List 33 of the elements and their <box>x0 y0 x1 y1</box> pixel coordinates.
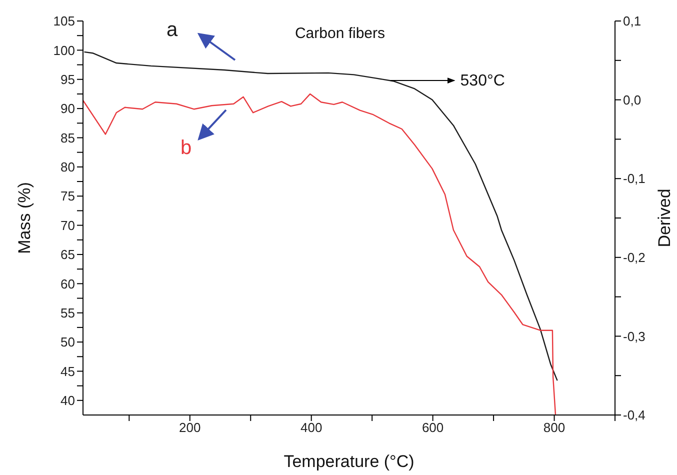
y-tick-label: 80 <box>60 160 75 175</box>
y2-tick-label: 0,1 <box>623 14 642 29</box>
series-label: b <box>180 137 192 159</box>
y-tick-label: 105 <box>53 14 75 29</box>
y-tick-label: 45 <box>60 364 75 379</box>
x-axis-title: Temperature (°C) <box>284 452 414 471</box>
line-series <box>83 93 556 415</box>
y-tick-label: 40 <box>60 393 75 408</box>
y-tick-label: 55 <box>60 305 75 320</box>
y2-tick-label: -0,4 <box>623 408 646 423</box>
y2-tick-label: -0,1 <box>623 171 646 186</box>
y-tick-label: 60 <box>60 276 75 292</box>
y2-tick-label: -0,2 <box>623 250 646 266</box>
annotation: 530°C <box>460 72 505 90</box>
chart-title: Carbon fibers <box>294 25 386 42</box>
y2-tick-label: 0,0 <box>623 92 642 108</box>
y2-axis-title: Derived <box>655 188 674 248</box>
y-tick-label: 85 <box>60 130 75 146</box>
y-tick-label: 75 <box>60 188 75 204</box>
series-label: a <box>166 19 178 41</box>
y2-tick-label: -0,3 <box>623 328 646 344</box>
y-tick-label: 70 <box>60 218 75 233</box>
y-tick-label: 100 <box>53 42 75 58</box>
y-tick-label: 90 <box>60 101 75 116</box>
y-tick-label: 65 <box>60 247 75 262</box>
x-tick-label: 400 <box>300 420 322 436</box>
x-tick-label: 200 <box>179 420 201 436</box>
y-tick-label: 50 <box>60 334 75 350</box>
x-tick-label: 800 <box>543 420 566 436</box>
x-tick-label: 600 <box>422 420 444 436</box>
y-axis-title: Mass (%) <box>15 182 34 254</box>
y-tick-label: 95 <box>60 72 75 87</box>
line-series <box>84 51 558 382</box>
